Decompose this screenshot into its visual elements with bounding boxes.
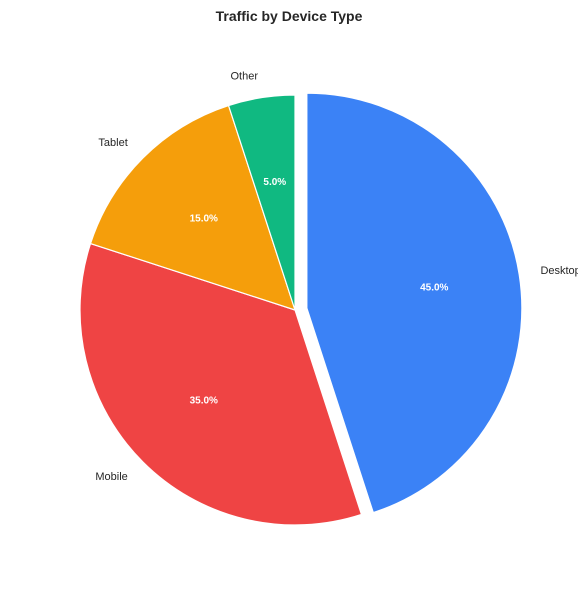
pct-label-mobile: 35.0% xyxy=(190,396,218,407)
category-label-mobile: Mobile xyxy=(95,471,127,483)
pie-slice-mobile xyxy=(79,242,363,526)
category-label-tablet: Tablet xyxy=(98,137,127,149)
pie-slice-other xyxy=(227,94,296,311)
pct-label-tablet: 15.0% xyxy=(190,213,218,224)
pct-label-other: 5.0% xyxy=(263,177,286,188)
pie-slice-tablet xyxy=(89,104,296,311)
category-label-desktop: Desktop xyxy=(540,265,578,277)
pie-slice-desktop xyxy=(306,92,523,514)
category-label-other: Other xyxy=(230,70,258,82)
chart-title: Traffic by Device Type xyxy=(215,8,363,24)
pct-label-desktop: 45.0% xyxy=(420,282,448,293)
